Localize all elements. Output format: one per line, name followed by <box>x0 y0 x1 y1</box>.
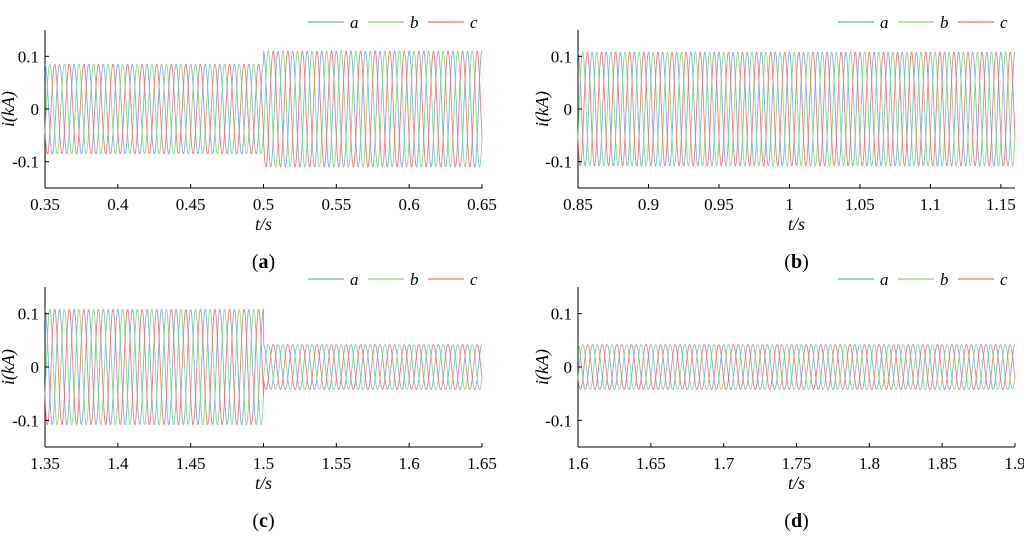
panel-c: 1.35 1.4 1.45 1.5 1.55 1.6 1.65 0.1 0 -0.1 t/s i(kA… <box>0 270 497 532</box>
y-axis-label: i(kA) <box>532 91 553 127</box>
x-tick-label: 1.8 <box>859 454 880 473</box>
x-tick-label: 1.65 <box>467 454 497 473</box>
series-line-c <box>577 51 1016 167</box>
series-line-c <box>44 50 483 168</box>
x-tick-label: 1.65 <box>636 454 666 473</box>
y-tick-label: 0.1 <box>18 47 39 66</box>
panel-caption: (a) <box>252 251 275 273</box>
y-tick-label: 0 <box>564 358 573 377</box>
legend-label-a: a <box>350 270 359 289</box>
y-tick-label: 0 <box>31 100 40 119</box>
x-tick-label: 0.6 <box>399 195 420 214</box>
x-tick-label: 1 <box>785 195 794 214</box>
y-tick-label: 0 <box>564 100 573 119</box>
y-axis-label: i(kA) <box>0 349 19 385</box>
series-line-a <box>44 50 483 168</box>
y-tick-label: -0.1 <box>12 153 39 172</box>
legend-label-b: b <box>940 13 949 32</box>
x-tick-label: 0.9 <box>638 195 659 214</box>
y-tick-label: -0.1 <box>545 411 572 430</box>
x-axis-label: t/s <box>788 214 805 234</box>
panel-caption: (b) <box>784 251 808 273</box>
x-tick-label: 0.45 <box>176 195 206 214</box>
legend-label-b: b <box>940 270 949 289</box>
x-tick-label: 0.35 <box>30 195 60 214</box>
legend-label-b: b <box>410 13 419 32</box>
x-tick-label: 0.4 <box>107 195 129 214</box>
legend-label-b: b <box>410 270 419 289</box>
legend-label-c: c <box>470 13 478 32</box>
x-tick-label: 0.85 <box>563 195 593 214</box>
panel-caption: (d) <box>784 510 808 532</box>
legend-label-c: c <box>1000 13 1008 32</box>
y-axis-label: i(kA) <box>0 91 19 127</box>
x-tick-label: 1.05 <box>845 195 875 214</box>
legend-label-a: a <box>350 13 359 32</box>
x-tick-label: 1.1 <box>920 195 941 214</box>
panel-a: 0.35 0.4 0.45 0.5 0.55 0.6 0.65 0.1 0 -0.1 t/s i(kA… <box>0 13 497 273</box>
x-tick-label: 1.75 <box>782 454 812 473</box>
legend-label-c: c <box>1000 270 1008 289</box>
series-line-c <box>44 308 483 426</box>
y-tick-label: 0.1 <box>18 305 39 324</box>
x-axis-label: t/s <box>788 473 805 493</box>
x-tick-label: 0.5 <box>253 195 274 214</box>
y-tick-label: -0.1 <box>545 153 572 172</box>
x-tick-label: 1.6 <box>399 454 420 473</box>
series-line-c <box>577 344 1016 390</box>
y-tick-label: 0.1 <box>551 305 572 324</box>
y-tick-label: 0 <box>31 358 40 377</box>
x-tick-label: 1.5 <box>253 454 274 473</box>
x-tick-label: 1.85 <box>927 454 957 473</box>
x-axis-label: t/s <box>255 473 272 493</box>
series-line-b <box>577 344 1016 390</box>
panel-caption: (c) <box>252 510 274 532</box>
x-tick-label: 0.55 <box>321 195 351 214</box>
x-tick-label: 1.45 <box>176 454 206 473</box>
x-tick-label: 1.6 <box>567 454 588 473</box>
panel-b: 0.85 0.9 0.95 1 1.05 1.1 1.15 0.1 0 -0.1 t/s i(kA) a… <box>532 13 1016 273</box>
series-line-a <box>577 344 1016 390</box>
series-line-b <box>44 50 483 168</box>
y-tick-label: -0.1 <box>12 411 39 430</box>
x-tick-label: 1.4 <box>107 454 129 473</box>
legend-label-c: c <box>470 270 478 289</box>
panel-d: 1.6 1.65 1.7 1.75 1.8 1.85 1.9 0.1 0 -0.1 t/s i(kA)… <box>532 270 1024 532</box>
x-tick-label: 0.65 <box>467 195 497 214</box>
legend-label-a: a <box>880 270 889 289</box>
series-line-a <box>44 308 483 426</box>
x-axis-label: t/s <box>255 214 272 234</box>
y-axis-label: i(kA) <box>532 349 553 385</box>
series-line-a <box>577 51 1016 167</box>
y-tick-label: 0.1 <box>551 47 572 66</box>
x-tick-label: 1.55 <box>321 454 351 473</box>
x-tick-label: 1.15 <box>986 195 1016 214</box>
x-tick-label: 1.35 <box>30 454 60 473</box>
legend-label-a: a <box>880 13 889 32</box>
x-tick-label: 0.95 <box>704 195 734 214</box>
x-tick-label: 1.7 <box>713 454 735 473</box>
x-tick-label: 1.9 <box>1004 454 1024 473</box>
